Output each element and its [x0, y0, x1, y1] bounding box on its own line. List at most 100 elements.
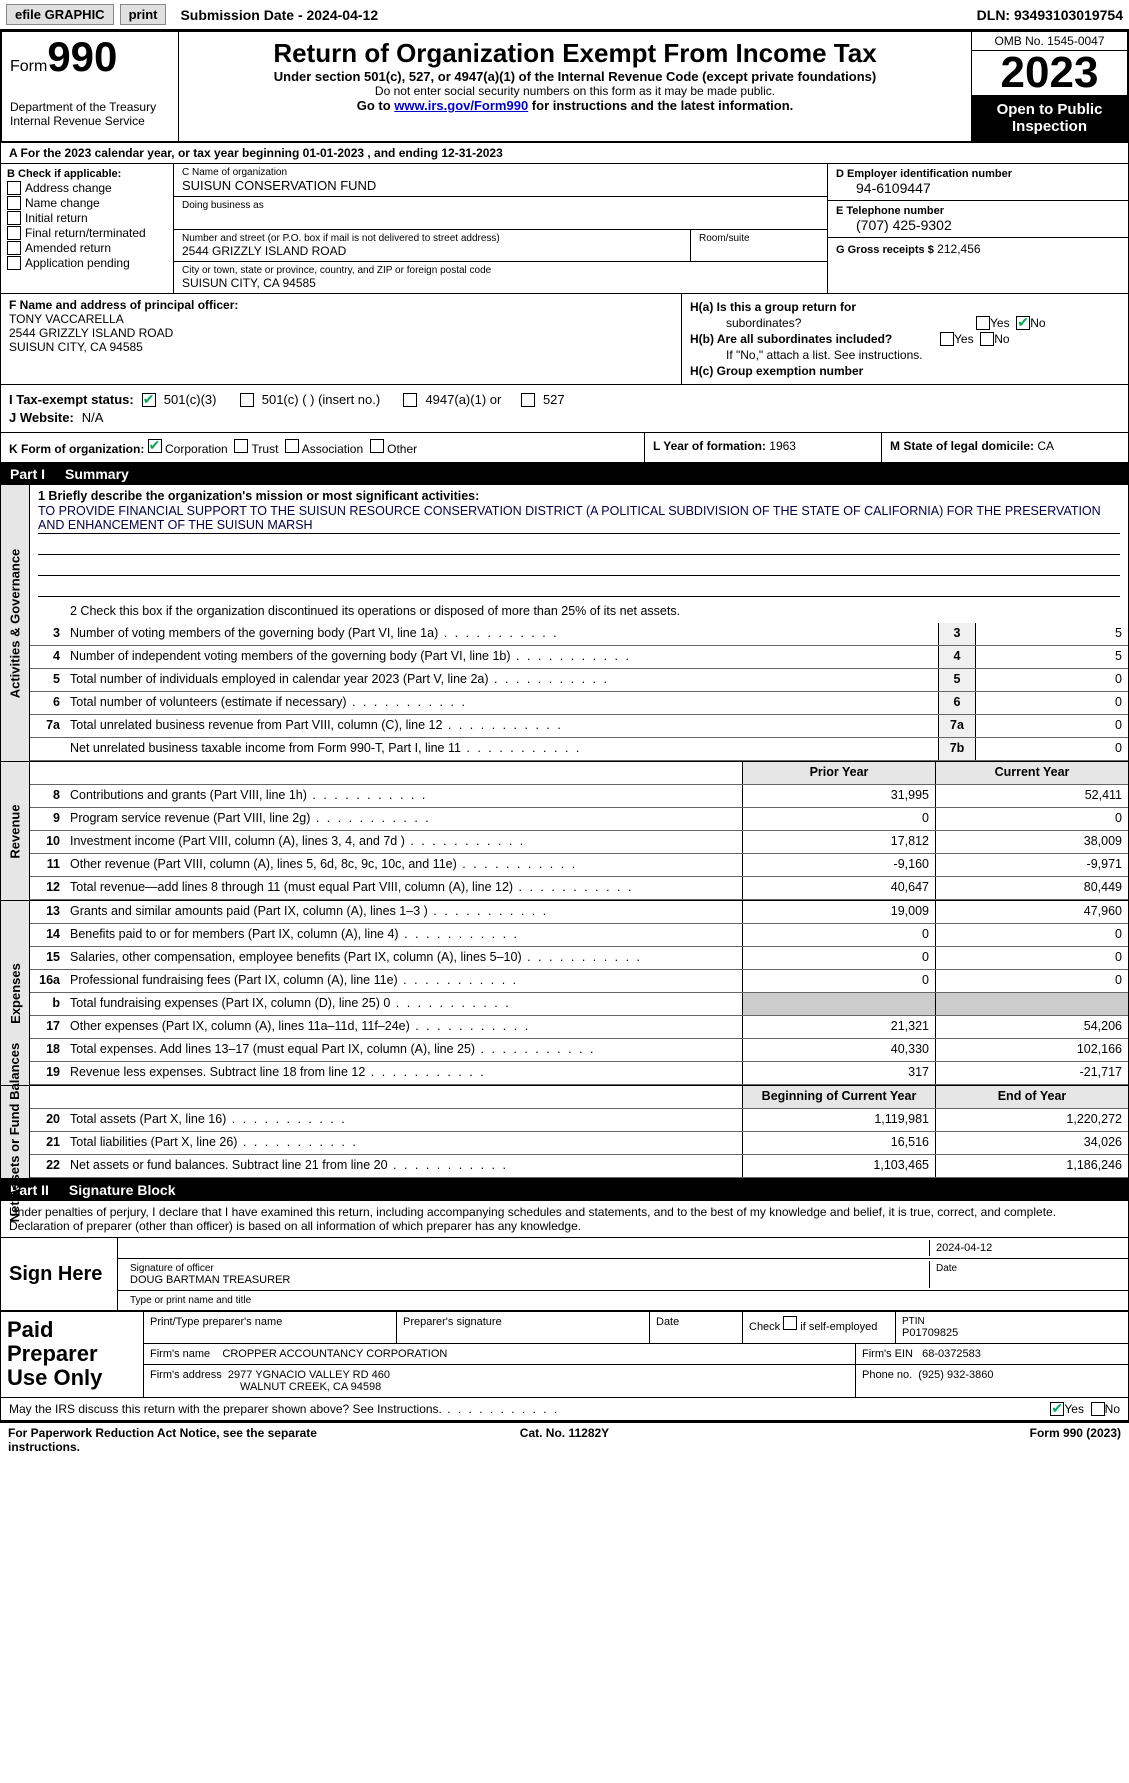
line-num: b — [30, 993, 66, 1015]
line-box: 4 — [938, 646, 975, 668]
chk-self-employed[interactable] — [783, 1316, 797, 1330]
chk-527[interactable] — [521, 393, 535, 407]
org-name-label: C Name of organization — [182, 167, 819, 178]
chk-name-change[interactable] — [7, 196, 21, 210]
line-prior: 0 — [742, 970, 935, 992]
prep-sig-label: Preparer's signature — [397, 1312, 650, 1343]
line-prior: 21,321 — [742, 1016, 935, 1038]
mission-text: TO PROVIDE FINANCIAL SUPPORT TO THE SUIS… — [38, 503, 1120, 534]
ein-val: 94-6109447 — [836, 180, 1120, 196]
line-num: 17 — [30, 1016, 66, 1038]
line-num: 22 — [30, 1155, 66, 1177]
subtitle-1: Under section 501(c), 527, or 4947(a)(1)… — [185, 69, 965, 84]
efile-button[interactable]: efile GRAPHIC — [6, 4, 114, 25]
tax-exempt-label: I Tax-exempt status: — [9, 392, 134, 407]
lbl-final-return: Final return/terminated — [25, 226, 146, 240]
lbl-no: No — [1030, 316, 1045, 330]
chk-501c[interactable] — [240, 393, 254, 407]
goto-pre: Go to — [357, 98, 395, 113]
chk-final-return[interactable] — [7, 226, 21, 240]
type-print-label: Type or print name and title — [124, 1293, 257, 1308]
discuss-q: May the IRS discuss this return with the… — [9, 1402, 1050, 1416]
chk-501c3[interactable] — [142, 393, 156, 407]
line-val: 0 — [975, 669, 1128, 691]
line-current: 0 — [935, 808, 1128, 830]
chk-assoc[interactable] — [285, 439, 299, 453]
line-current: 38,009 — [935, 831, 1128, 853]
ptin-label: PTIN — [902, 1316, 1122, 1327]
footer-left: For Paperwork Reduction Act Notice, see … — [8, 1426, 379, 1454]
line-num: 6 — [30, 692, 66, 714]
lbl-no2: No — [994, 332, 1009, 346]
chk-hb-no[interactable] — [980, 332, 994, 346]
lbl-assoc: Association — [302, 442, 363, 456]
line-prior: 317 — [742, 1062, 935, 1084]
line-num: 11 — [30, 854, 66, 876]
line-box: 5 — [938, 669, 975, 691]
line-prior: 0 — [742, 808, 935, 830]
chk-other[interactable] — [370, 439, 384, 453]
line-num: 14 — [30, 924, 66, 946]
line-desc: Total fundraising expenses (Part IX, col… — [66, 993, 742, 1015]
line-desc: Other revenue (Part VIII, column (A), li… — [66, 854, 742, 876]
chk-address-change[interactable] — [7, 181, 21, 195]
line-current: 34,026 — [935, 1132, 1128, 1154]
dba-label: Doing business as — [182, 200, 819, 211]
line-prior — [742, 993, 935, 1015]
part1-header: Part I Summary — [0, 463, 1129, 485]
line-num — [30, 738, 66, 760]
self-emp-label: Check — [749, 1321, 783, 1333]
irs-link[interactable]: www.irs.gov/Form990 — [394, 98, 528, 113]
gov-vlabel: Activities & Governance — [8, 548, 23, 698]
print-button[interactable]: print — [120, 4, 167, 25]
chk-4947[interactable] — [403, 393, 417, 407]
hdr-curr: Current Year — [935, 762, 1128, 784]
line-current: 0 — [935, 947, 1128, 969]
chk-hb-yes[interactable] — [940, 332, 954, 346]
chk-app-pending[interactable] — [7, 256, 21, 270]
year-formation-val: 1963 — [769, 439, 796, 453]
chk-ha-yes[interactable] — [976, 316, 990, 330]
chk-initial-return[interactable] — [7, 211, 21, 225]
line-prior: 40,330 — [742, 1039, 935, 1061]
hc-label: H(c) Group exemption number — [690, 364, 863, 378]
line-box: 7b — [938, 738, 975, 760]
line-desc: Contributions and grants (Part VIII, lin… — [66, 785, 742, 807]
chk-corp[interactable] — [148, 439, 162, 453]
firm-phone: (925) 932-3860 — [918, 1369, 993, 1381]
footer-right: Form 990 (2023) — [750, 1426, 1121, 1454]
line-desc: Net assets or fund balances. Subtract li… — [66, 1155, 742, 1177]
chk-trust[interactable] — [234, 439, 248, 453]
line-num: 4 — [30, 646, 66, 668]
city-label: City or town, state or province, country… — [182, 265, 819, 276]
open-public-1: Open to Public — [976, 101, 1123, 118]
exp-vlabel: Expenses — [8, 963, 23, 1024]
gross-val: 212,456 — [937, 242, 980, 256]
form-number: 990 — [47, 33, 117, 80]
line-val: 0 — [975, 738, 1128, 760]
signature-section: Under penalties of perjury, I declare th… — [0, 1201, 1129, 1421]
hdr-end: End of Year — [935, 1086, 1128, 1108]
line-desc: Benefits paid to or for members (Part IX… — [66, 924, 742, 946]
open-public-2: Inspection — [976, 118, 1123, 135]
line-val: 0 — [975, 692, 1128, 714]
chk-amended[interactable] — [7, 241, 21, 255]
firm-addr2: WALNUT CREEK, CA 94598 — [150, 1381, 849, 1393]
form-prefix: Form — [10, 58, 47, 75]
line-box: 3 — [938, 623, 975, 645]
line-prior: 1,119,981 — [742, 1109, 935, 1131]
ptin-val: P01709825 — [902, 1327, 1122, 1339]
officer-addr1: 2544 GRIZZLY ISLAND ROAD — [9, 326, 673, 340]
chk-discuss-no[interactable] — [1091, 1402, 1105, 1416]
officer-label: F Name and address of principal officer: — [9, 298, 673, 312]
box-b-title: B Check if applicable: — [7, 168, 167, 180]
chk-discuss-yes[interactable] — [1050, 1402, 1064, 1416]
sig-officer-label: Signature of officer — [130, 1263, 923, 1274]
line-num: 19 — [30, 1062, 66, 1084]
addr-label: Number and street (or P.O. box if mail i… — [182, 233, 682, 244]
hb-note: If "No," attach a list. See instructions… — [690, 348, 1120, 362]
line-desc: Salaries, other compensation, employee b… — [66, 947, 742, 969]
line-desc: Total liabilities (Part X, line 26) — [66, 1132, 742, 1154]
part1-title: Summary — [65, 466, 129, 482]
chk-ha-no[interactable] — [1016, 316, 1030, 330]
